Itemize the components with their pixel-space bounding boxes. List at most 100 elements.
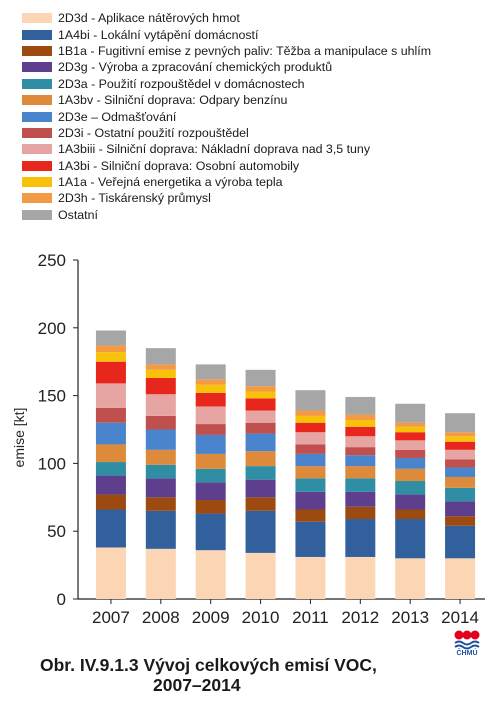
bar-segment xyxy=(195,379,226,385)
bar-segment xyxy=(145,548,176,599)
chmu-logo-mark xyxy=(454,630,480,650)
bar-segment xyxy=(95,383,126,408)
bar-segment xyxy=(245,422,276,434)
bar-segment xyxy=(145,464,176,479)
bar-segment xyxy=(395,440,426,450)
bar-segment xyxy=(245,433,276,452)
bar-segment xyxy=(345,518,376,557)
bar-segment xyxy=(445,432,476,437)
bar-segment xyxy=(445,501,476,517)
bar-segment xyxy=(295,466,326,479)
legend-label: 1A3bi - Silniční doprava: Osobní automob… xyxy=(58,158,300,173)
legend-label: 1A4bi - Lokální vytápění domácností xyxy=(58,27,259,42)
bar-segment xyxy=(445,558,476,599)
bar-segment xyxy=(195,384,226,393)
bar-segment xyxy=(245,552,276,599)
bar-segment xyxy=(395,494,426,510)
bar-segment xyxy=(195,434,226,454)
bar-segment xyxy=(445,467,476,477)
bar-segment xyxy=(195,500,226,514)
legend-swatch xyxy=(22,111,52,122)
y-tick-label: 0 xyxy=(57,590,66,609)
bar-segment xyxy=(95,330,126,346)
figure-caption-line1: Obr. IV.9.1.3 Vývoj celkových emisí VOC, xyxy=(40,655,377,675)
bar-segment xyxy=(145,348,176,365)
figure-caption: Obr. IV.9.1.3 Vývoj celkových emisí VOC,… xyxy=(40,655,377,695)
bar-segment xyxy=(395,426,426,433)
bar-segment xyxy=(345,420,376,427)
bar-segment xyxy=(195,406,226,425)
bar-segment xyxy=(95,407,126,423)
legend-label: Ostatní xyxy=(58,207,98,222)
bar-segment xyxy=(145,415,176,430)
legend-label: 2D3h - Tiskárenský průmysl xyxy=(58,191,211,206)
legend-label: 1A3biii - Silniční doprava: Nákladní dop… xyxy=(58,142,371,157)
bar-segment xyxy=(295,422,326,433)
legend-item: 2D3d - Aplikace nátěrových hmot xyxy=(22,10,492,26)
x-tick-label: 2012 xyxy=(341,608,379,627)
bar-segment xyxy=(395,518,426,559)
bar-segment xyxy=(295,444,326,454)
bar-segment xyxy=(345,466,376,479)
bar-segment xyxy=(345,414,376,421)
x-tick-label: 2011 xyxy=(292,608,329,627)
bar-segment xyxy=(445,525,476,559)
bar-segment xyxy=(245,510,276,553)
bar-segment xyxy=(395,403,426,423)
legend-swatch xyxy=(22,193,52,204)
x-tick-label: 2010 xyxy=(242,608,280,627)
bar-segment xyxy=(245,410,276,423)
x-tick-label: 2008 xyxy=(142,608,180,627)
bar-segment xyxy=(95,422,126,445)
legend-swatch xyxy=(22,45,52,56)
legend-swatch xyxy=(22,160,52,171)
bar-segment xyxy=(245,451,276,467)
bar-segment xyxy=(395,457,426,469)
y-tick-label: 100 xyxy=(38,454,66,473)
bar-segment xyxy=(145,429,176,450)
bar-segment xyxy=(345,396,376,415)
bar-segment xyxy=(245,497,276,511)
legend-swatch xyxy=(22,62,52,73)
legend-label: 2D3d - Aplikace nátěrových hmot xyxy=(58,11,240,26)
legend-item: Ostatní xyxy=(22,207,492,223)
bar-segment xyxy=(395,449,426,458)
bar-segment xyxy=(195,468,226,483)
bar-segment xyxy=(295,453,326,467)
bar-segment xyxy=(345,447,376,456)
legend-swatch xyxy=(22,95,52,106)
y-tick-label: 50 xyxy=(47,522,66,541)
x-tick-label: 2009 xyxy=(192,608,230,627)
bar-segment xyxy=(445,459,476,468)
bar-segment xyxy=(445,449,476,460)
bar-segment xyxy=(95,352,126,362)
bar-segment xyxy=(145,394,176,416)
chmu-logo: ČHMÚ xyxy=(447,628,487,662)
bar-segment xyxy=(95,361,126,384)
legend-label: 1A1a - Veřejná energetika a výroba tepla xyxy=(58,175,283,190)
bar-segment xyxy=(245,369,276,387)
bar-segment xyxy=(195,424,226,435)
legend-swatch xyxy=(22,127,52,138)
bar-segment xyxy=(295,509,326,522)
bar-segment xyxy=(195,550,226,599)
legend-item: 1A3bi - Silniční doprava: Osobní automob… xyxy=(22,158,492,174)
bar-segment xyxy=(445,487,476,502)
figure-caption-line2: 2007–2014 xyxy=(153,675,241,695)
stacked-bar-chart: 0 50 100 150 200 250 emise [kt] 2007 2008 2009 201… xyxy=(11,251,485,627)
legend-swatch xyxy=(22,209,52,220)
bar-segment xyxy=(295,415,326,423)
bar-segment xyxy=(395,422,426,427)
bar-segment xyxy=(395,558,426,599)
bar-segment xyxy=(195,453,226,469)
bar-segment xyxy=(145,449,176,465)
x-tick-label: 2007 xyxy=(92,608,130,627)
bar-segment xyxy=(195,392,226,407)
bar-segment xyxy=(245,386,276,392)
bar-segment xyxy=(145,377,176,395)
x-tick-label: 2014 xyxy=(441,608,479,627)
bar-segment xyxy=(445,476,476,488)
y-axis-title: emise [kt] xyxy=(11,408,27,468)
legend-label: 2D3g - Výroba a zpracování chemických pr… xyxy=(58,60,333,75)
bar-segment xyxy=(95,444,126,463)
